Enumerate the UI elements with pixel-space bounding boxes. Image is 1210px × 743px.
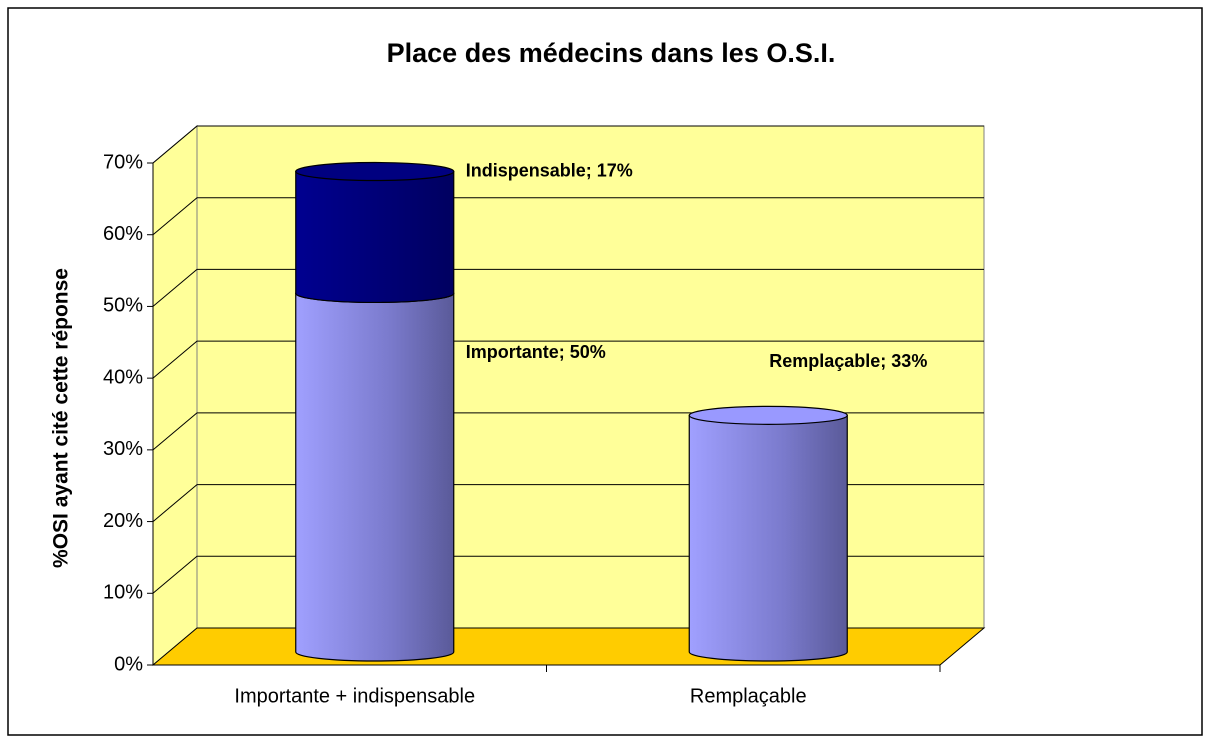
x-tick-label: Remplaçable (690, 685, 807, 707)
y-tick-label: 60% (103, 223, 143, 245)
y-tick-label: 50% (103, 295, 143, 317)
grid-line (152, 197, 984, 236)
cylinder-top (688, 405, 848, 425)
chart-title: Place des médecins dans les O.S.I. (387, 38, 836, 68)
y-tick-label: 20% (103, 510, 143, 532)
y-tick-label: 0% (114, 653, 143, 675)
grid-line (152, 340, 984, 379)
data-label: Importante; 50% (466, 342, 606, 362)
cylinder-body (295, 292, 455, 662)
x-tick-label: Importante + indispensable (234, 685, 475, 707)
side-wall (152, 124, 198, 667)
y-tick-label: 40% (103, 366, 143, 388)
cylinder-body (295, 170, 455, 304)
grid-line (152, 268, 984, 307)
y-tick-label: 70% (103, 151, 143, 173)
floor (151, 627, 986, 666)
cylinder-body (688, 414, 848, 662)
y-tick-label: 10% (103, 582, 143, 604)
cylinder-top (295, 161, 455, 182)
data-label: Remplaçable; 33% (769, 351, 927, 371)
data-label: Indispensable; 17% (466, 160, 633, 180)
grid-line (152, 125, 984, 164)
y-axis-label: %OSI ayant cité cette réponse (50, 268, 73, 568)
y-tick-label: 30% (103, 438, 143, 460)
